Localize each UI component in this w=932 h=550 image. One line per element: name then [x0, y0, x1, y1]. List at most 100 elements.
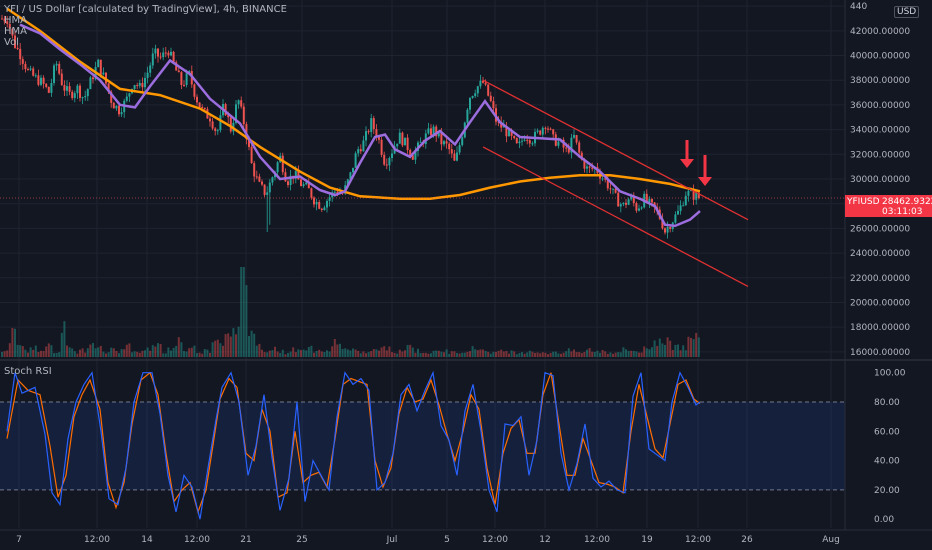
candle-body — [326, 200, 328, 208]
candle-body — [45, 83, 48, 87]
candle-body — [461, 137, 464, 146]
candle-body — [502, 125, 505, 128]
volume-bar — [435, 350, 438, 357]
candle-body — [664, 228, 666, 233]
candle-body — [526, 139, 529, 141]
volume-bar — [271, 350, 274, 357]
volume-bar — [193, 345, 196, 357]
legend-hma-2[interactable]: HMA — [4, 26, 27, 37]
down-arrow-head-icon[interactable] — [680, 159, 694, 168]
legend-volume[interactable]: Vol — [4, 37, 19, 48]
volume-bar — [664, 344, 666, 357]
candle-body — [362, 140, 365, 152]
volume-bar — [521, 352, 523, 357]
volume-bar — [84, 352, 87, 357]
candle-body — [284, 172, 287, 182]
candle-body — [651, 199, 653, 203]
volume-bar — [523, 353, 526, 357]
volume-bar — [606, 353, 609, 357]
candle-body — [86, 89, 89, 97]
down-arrow-head-icon[interactable] — [698, 177, 712, 186]
volume-bar — [219, 343, 222, 357]
volume-bar — [359, 353, 362, 357]
volume-bar — [136, 351, 139, 357]
volume-bar — [677, 344, 679, 357]
volume-bar — [289, 351, 292, 357]
candle-body — [144, 77, 146, 88]
volume-bar — [201, 353, 204, 357]
volume-bar — [1, 351, 3, 357]
price-tick-label: 40000.00000 — [850, 52, 910, 62]
volume-bar — [453, 351, 456, 357]
candle-body — [89, 77, 92, 90]
volume-bar — [245, 285, 248, 357]
candle-body — [287, 181, 289, 185]
volume-bar — [79, 349, 81, 357]
candle-body — [375, 129, 378, 138]
rsi-tick-label: 40.00 — [874, 457, 900, 467]
candle-body — [684, 195, 687, 206]
candle-body — [271, 177, 274, 183]
volume-bar — [684, 350, 687, 357]
volume-bar — [339, 343, 341, 357]
channel-lower-line[interactable] — [482, 146, 749, 287]
candle-body — [448, 143, 451, 150]
volume-bar — [450, 351, 453, 357]
candle-body — [414, 151, 417, 160]
legend-hma-1[interactable]: HMA — [4, 15, 27, 26]
candle-body — [19, 48, 22, 60]
candle-body — [302, 184, 305, 187]
candle-body — [120, 112, 123, 115]
volume-bar — [391, 352, 393, 357]
volume-bar — [128, 343, 131, 357]
price-badge-symbol: YFIUSD — [847, 197, 880, 207]
volume-bar — [645, 348, 648, 357]
volume-bar — [300, 350, 302, 357]
volume-bar — [471, 346, 474, 357]
volume-bar — [591, 351, 594, 357]
candle-body — [591, 167, 594, 169]
currency-tag[interactable]: USD — [894, 6, 920, 18]
candle-body — [513, 135, 516, 139]
volume-bar — [45, 346, 48, 357]
volume-bar — [367, 352, 370, 357]
volume-bar — [73, 351, 76, 357]
candle-body — [196, 96, 198, 103]
volume-bar — [370, 351, 373, 357]
volume-bar — [50, 345, 53, 357]
candle-body — [479, 80, 482, 87]
volume-bar — [406, 345, 409, 357]
volume-bar — [414, 352, 417, 357]
price-tick-label: 32000.00000 — [850, 150, 910, 160]
volume-bar — [417, 348, 419, 357]
candle-body — [154, 48, 157, 54]
candle-body — [666, 227, 669, 233]
candle-body — [437, 133, 440, 137]
candle-body — [32, 68, 35, 76]
volume-bar — [258, 343, 261, 357]
candle-body — [604, 178, 607, 180]
volume-bar — [697, 337, 700, 357]
rsi-tick-label: 60.00 — [874, 427, 900, 437]
volume-bar — [141, 350, 144, 357]
candle-body — [320, 208, 323, 210]
candle-body — [276, 162, 279, 173]
candle-body — [157, 48, 159, 57]
candle-body — [315, 201, 318, 205]
volume-bar — [284, 354, 287, 357]
volume-bar — [362, 351, 365, 357]
candle-body — [523, 139, 526, 141]
candle-body — [567, 147, 570, 153]
candle-body — [601, 178, 604, 180]
volume-bar — [614, 352, 617, 357]
volume-bar — [632, 351, 635, 357]
volume-bar — [656, 345, 659, 357]
channel-upper-line[interactable] — [482, 79, 749, 221]
stoch-rsi-title[interactable]: Stoch RSI — [4, 366, 52, 377]
candle-body — [557, 141, 560, 146]
volume-bar — [484, 350, 487, 357]
volume-bar — [276, 351, 279, 357]
volume-bar — [149, 350, 152, 357]
volume-bar — [42, 351, 45, 357]
